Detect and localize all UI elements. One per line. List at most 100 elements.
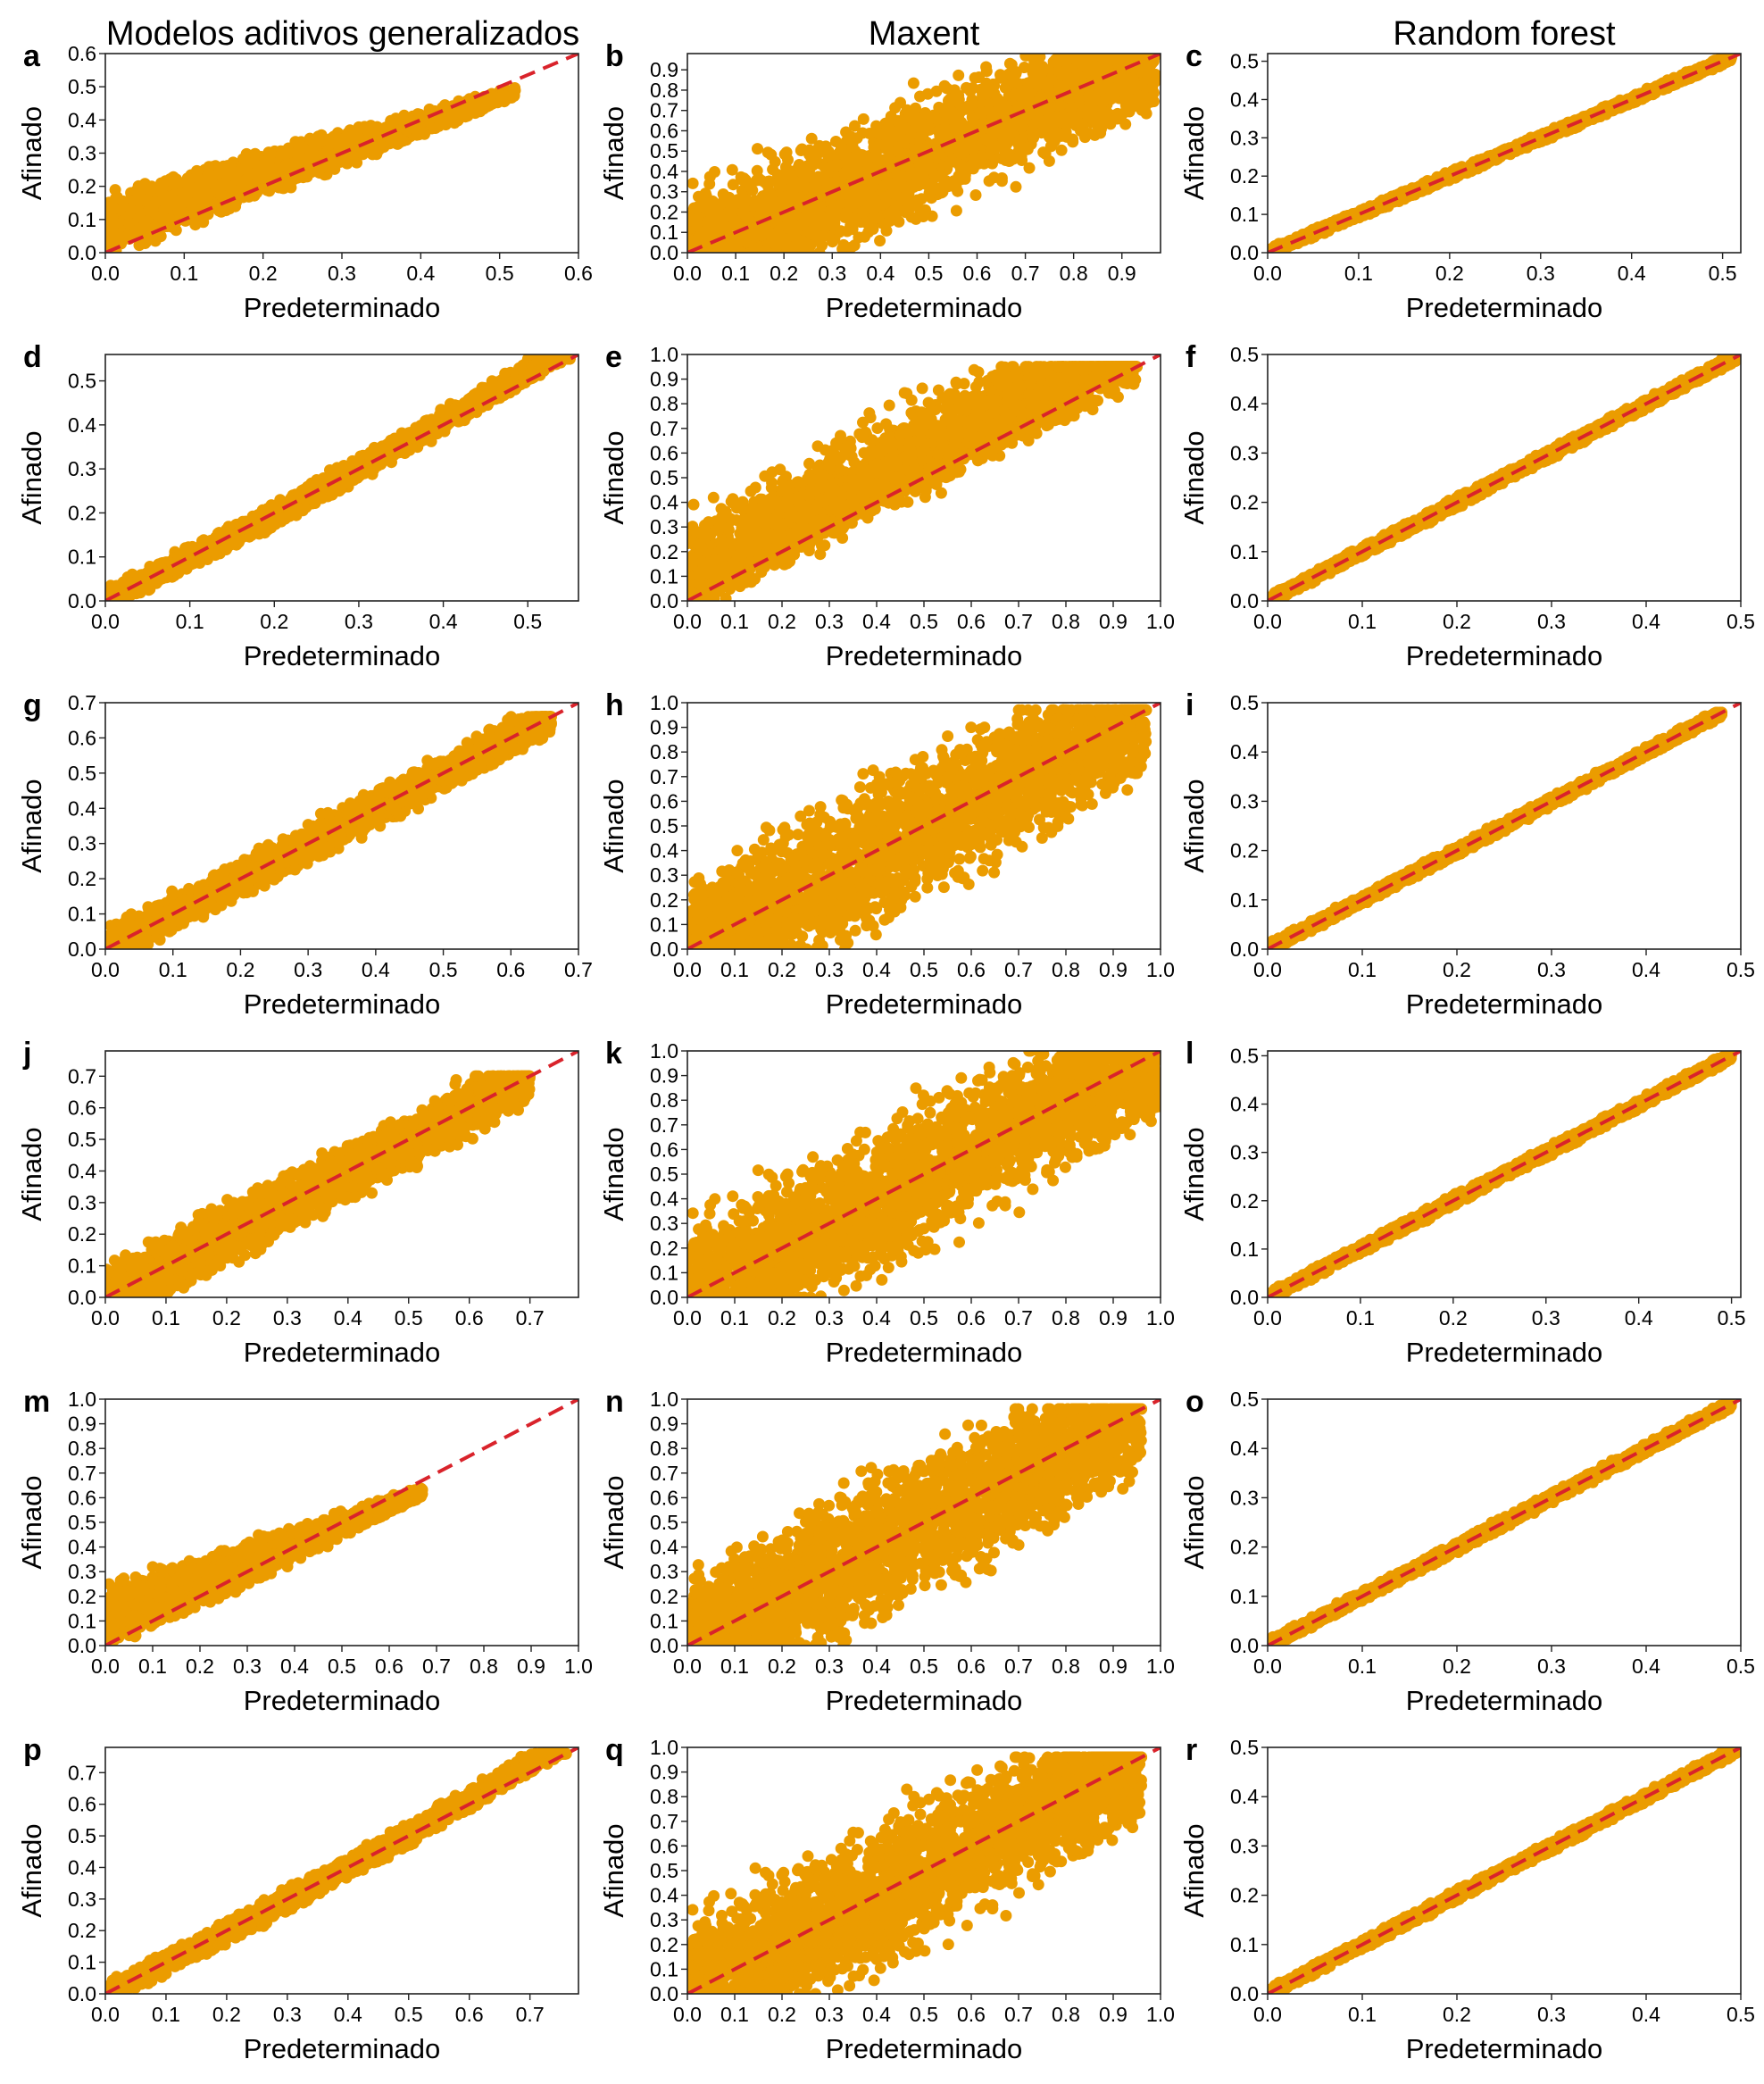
scatter-point xyxy=(799,180,811,193)
x-tick-label: 0.0 xyxy=(91,262,120,285)
panel-letter: a xyxy=(23,39,41,73)
scatter-point xyxy=(969,71,981,84)
scatter-point xyxy=(948,122,961,135)
scatter-point xyxy=(1019,62,1030,73)
scatter-point xyxy=(285,181,297,194)
scatter-point xyxy=(353,123,365,136)
scatter-point xyxy=(752,143,763,155)
scatter-point xyxy=(379,121,391,134)
scatter-point xyxy=(506,90,519,102)
scatter-point xyxy=(240,173,253,186)
scatter-point xyxy=(212,168,224,180)
y-tick-label: 0.4 xyxy=(68,108,96,131)
scatter-points xyxy=(687,54,1161,253)
scatter-point xyxy=(709,166,720,178)
scatter-point xyxy=(1036,127,1048,139)
scatter-point xyxy=(1083,128,1095,139)
scatter-point xyxy=(167,177,179,189)
y-tick-label: 0.3 xyxy=(68,142,96,165)
scatter-point xyxy=(944,155,957,168)
scatter-point xyxy=(822,151,835,163)
scatter-point xyxy=(249,147,262,160)
scatter-point xyxy=(1010,180,1022,193)
reference-line-y-equals-x xyxy=(105,54,578,253)
scatter-point xyxy=(1074,118,1086,130)
scatter-point xyxy=(980,65,993,78)
scatter-point xyxy=(133,222,146,235)
scatter-point xyxy=(767,163,779,176)
scatter-point xyxy=(999,81,1011,94)
scatter-point xyxy=(969,189,982,201)
x-tick-label: 0.1 xyxy=(170,262,198,285)
scatter-point xyxy=(182,179,195,191)
scatter-point xyxy=(496,90,509,103)
x-tick-label: 0.2 xyxy=(249,262,278,285)
scatter-point xyxy=(1010,68,1022,80)
scatter-point xyxy=(692,212,704,224)
scatter-point xyxy=(158,204,171,216)
panel-letter: b xyxy=(605,39,624,73)
scatter-point xyxy=(409,124,421,137)
scatter-point xyxy=(433,120,445,132)
scatter-point xyxy=(224,180,237,193)
scatter-point xyxy=(117,195,129,207)
scatter-point xyxy=(726,163,738,176)
y-tick-label: 0.0 xyxy=(68,241,96,264)
scatter-point xyxy=(1023,162,1036,174)
scatter-point xyxy=(770,213,783,226)
scatter-point xyxy=(727,179,739,191)
scatter-point xyxy=(941,82,953,95)
scatter-point xyxy=(215,188,228,201)
scatter-point xyxy=(914,90,926,103)
scatter-point xyxy=(1120,102,1133,114)
column-title-maxent: Maxent xyxy=(869,15,980,53)
scatter-point xyxy=(1054,99,1066,112)
scatter-point xyxy=(873,212,885,224)
scatter-point xyxy=(765,148,778,161)
scatter-point xyxy=(883,178,895,190)
scatter-point xyxy=(1005,59,1018,71)
scatter-point xyxy=(879,197,891,209)
scatter-point xyxy=(109,184,121,196)
scatter-point xyxy=(325,151,337,163)
scatter-point xyxy=(731,194,744,206)
scatter-point xyxy=(889,102,902,114)
x-tick-label: 0.5 xyxy=(486,262,514,285)
scatter-point xyxy=(857,113,870,125)
scatter-point xyxy=(263,153,276,165)
scatter-point xyxy=(189,219,202,231)
scatter-point xyxy=(982,86,994,98)
scatter-point xyxy=(995,175,1008,188)
scatter-point xyxy=(763,189,776,201)
scatter-point xyxy=(304,132,316,145)
x-axis-label: Predeterminado xyxy=(244,292,441,323)
scatter-point xyxy=(229,200,242,213)
scatter-point xyxy=(861,163,873,176)
scatter-point xyxy=(703,178,716,190)
scatter-point xyxy=(172,202,185,214)
scatter-point xyxy=(928,169,941,181)
scatter-point xyxy=(229,168,241,180)
scatter-point xyxy=(453,104,466,116)
column-title-random-forest: Random forest xyxy=(1393,15,1616,53)
x-tick-label: 0.4 xyxy=(406,262,435,285)
scatter-point xyxy=(890,211,902,223)
scatter-point xyxy=(1094,127,1107,139)
scatter-point xyxy=(301,159,313,171)
scatter-point xyxy=(874,235,886,247)
scatter-point xyxy=(106,212,119,224)
scatter-point xyxy=(910,102,921,114)
scatter-point xyxy=(688,202,700,214)
y-tick-label: 0.2 xyxy=(68,175,96,198)
scatter-point xyxy=(401,124,412,137)
scatter-point xyxy=(959,172,971,185)
scatter-point xyxy=(907,77,919,89)
scatter-point xyxy=(119,231,131,244)
scatter-point xyxy=(967,163,979,175)
scatter-point xyxy=(1015,150,1028,163)
scatter-point xyxy=(309,149,321,162)
scatter-point xyxy=(138,194,151,206)
x-tick-label: 0.6 xyxy=(564,262,593,285)
scatter-point xyxy=(845,130,857,143)
